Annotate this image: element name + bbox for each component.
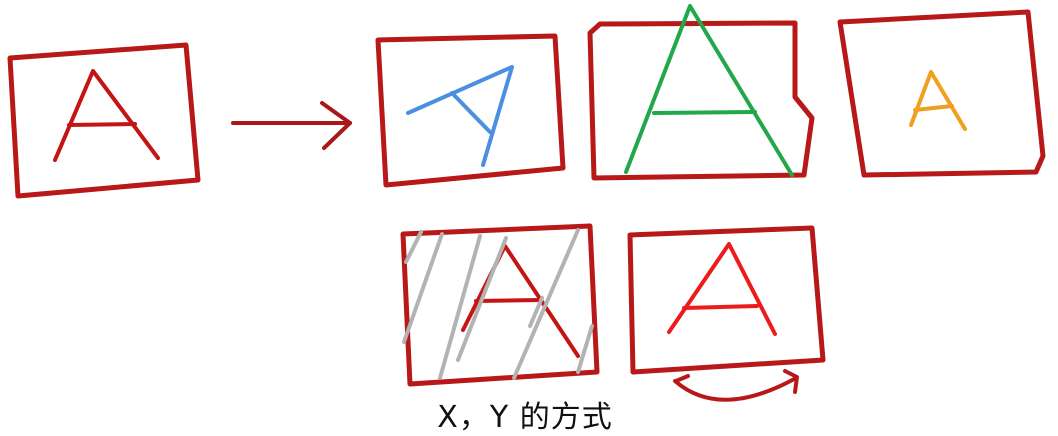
stretched-letter-a xyxy=(624,4,794,177)
flip-arrow xyxy=(673,369,799,402)
flipped-letter-a xyxy=(667,242,777,336)
subtitle-caption: X，Y 的方式 xyxy=(437,400,613,435)
shrunk-letter-a xyxy=(909,70,967,131)
rotated-frame xyxy=(375,33,566,188)
rotated-letter-a xyxy=(406,65,514,167)
original-letter-a xyxy=(53,69,160,162)
augmentation-diagram xyxy=(7,4,1046,402)
rotated-panel xyxy=(375,33,566,188)
flipped-frame xyxy=(627,225,826,375)
original-frame xyxy=(7,42,201,199)
shrunk-panel xyxy=(837,9,1046,178)
shrunk-frame xyxy=(837,9,1046,178)
transform-arrow xyxy=(231,101,352,150)
flipped-panel xyxy=(627,225,826,402)
stretched-panel xyxy=(587,4,815,181)
noised-panel xyxy=(400,223,600,387)
noise-hatch-lines xyxy=(402,228,594,380)
stretched-frame xyxy=(587,20,815,181)
original-panel xyxy=(7,42,201,199)
